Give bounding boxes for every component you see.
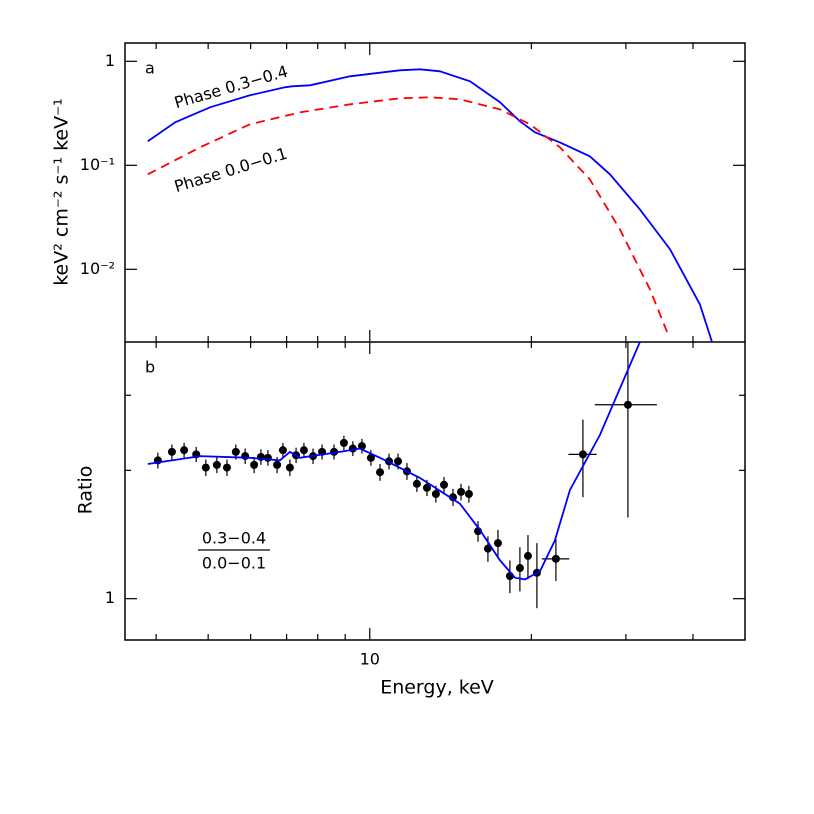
x-tick-label: 10 [360,650,380,669]
series-label: Phase 0.3−0.4 [172,62,290,113]
data-point [299,446,308,455]
y-tick-label: 1 [105,51,115,70]
data-point [263,453,272,462]
data-point [339,438,348,447]
data-point [448,493,457,502]
series-label: Phase 0.0−0.1 [172,144,290,196]
panel-label: b [145,358,155,377]
data-point [551,554,560,563]
data-point [167,447,176,456]
data-point [241,452,250,461]
x-axis-title: Energy, keV [380,677,494,699]
ratio-numerator: 0.3−0.4 [202,529,266,548]
panel-label: a [145,59,155,78]
data-point [222,463,231,472]
data-point [431,490,440,499]
data-point [412,479,421,488]
y-axis-title: Ratio [75,466,97,515]
data-point [273,460,282,469]
data-point [231,447,240,456]
data-point [212,460,221,469]
data-point [285,463,294,472]
data-point [394,457,403,466]
data-point [523,551,532,560]
data-point [376,468,385,477]
y-tick-label: 10⁻¹ [80,155,115,174]
data-point [464,490,473,499]
model-curve [147,342,641,581]
data-point [278,446,287,455]
data-point [440,480,449,489]
y-tick-label: 10⁻² [80,259,115,278]
panel-a [147,68,713,342]
data-point [366,453,375,462]
data-point [250,460,259,469]
ratio-denominator: 0.0−0.1 [202,554,266,573]
data-point [493,539,502,548]
panel-b [147,342,657,609]
model-curve [147,96,669,335]
y-axis-title: keV² cm⁻² s⁻¹ keV⁻¹ [51,98,73,286]
data-point [515,564,524,573]
data-point [422,483,431,492]
data-point [578,450,587,459]
model-curve [147,68,713,342]
y-tick-label: 1 [105,588,115,607]
data-point [180,446,189,455]
data-point [457,487,466,496]
data-point [201,463,210,472]
data-point [623,400,632,409]
